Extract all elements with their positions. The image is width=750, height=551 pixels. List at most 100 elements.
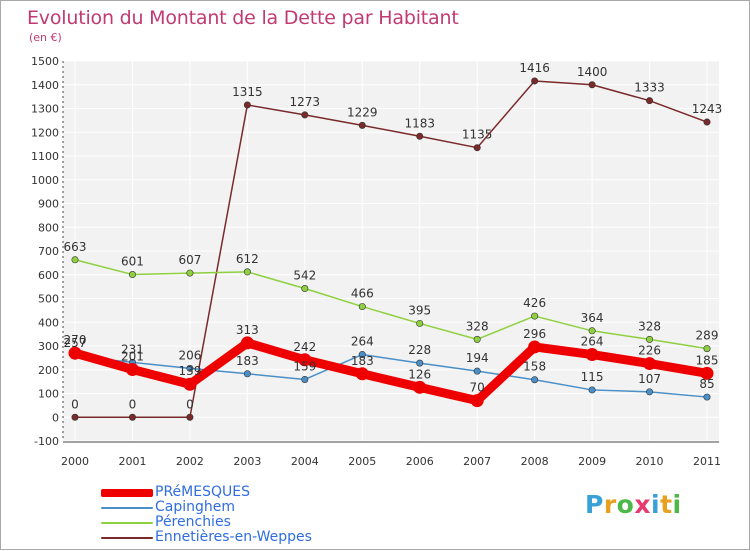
data-label: 206 [178, 348, 201, 362]
logo-letter: r [603, 490, 617, 519]
data-label: 601 [121, 255, 144, 269]
data-point [703, 345, 711, 353]
y-tick-label: 1300 [31, 103, 59, 116]
data-point [243, 370, 251, 378]
data-label: 1315 [232, 85, 263, 99]
y-tick-label: -100 [34, 435, 59, 448]
data-point [643, 357, 657, 371]
logo-letter: x [634, 490, 651, 519]
data-label: 607 [178, 253, 201, 267]
legend-label: PRéMESQUES [155, 484, 250, 500]
x-tick-label: 2005 [348, 455, 376, 468]
x-tick-label: 2004 [291, 455, 319, 468]
chart-subtitle: (en €) [29, 31, 62, 44]
data-label: 313 [236, 323, 259, 337]
data-label: 1243 [692, 102, 723, 116]
legend-label: Ennetières-en-Weppes [155, 529, 312, 545]
data-label: 183 [236, 354, 259, 368]
data-point [186, 413, 194, 421]
legend-item: PRéMESQUES [101, 485, 312, 500]
series-line-0 [70, 338, 712, 406]
data-label: 296 [523, 327, 546, 341]
data-label: 231 [121, 342, 144, 356]
y-tick-label: 1000 [31, 174, 59, 187]
data-label: 0 [71, 397, 79, 411]
legend-swatch [101, 521, 153, 524]
chart-legend: PRéMESQUES Capinghem Pérenchies Ennetières-… [101, 485, 312, 545]
data-label: 185 [696, 353, 719, 367]
data-label: 1273 [290, 95, 321, 109]
x-tick-label: 2000 [61, 455, 89, 468]
y-tick-label: 100 [38, 388, 59, 401]
data-point [240, 336, 254, 350]
data-point [358, 351, 366, 359]
data-label: 70 [470, 381, 485, 395]
data-point [186, 364, 194, 372]
data-label: 289 [696, 329, 719, 343]
y-tick-label: 700 [38, 245, 59, 258]
y-tick-label: 900 [38, 198, 59, 211]
data-label: 364 [581, 311, 604, 325]
data-label: 107 [638, 372, 661, 386]
data-point [646, 335, 654, 343]
data-label: 257 [64, 336, 87, 350]
data-point [588, 81, 596, 89]
data-point [298, 353, 312, 367]
x-tick-label: 2008 [521, 455, 549, 468]
legend-label: Capinghem [155, 499, 236, 515]
logo-letter: P [585, 490, 604, 519]
data-point [585, 348, 599, 362]
data-point [71, 413, 79, 421]
data-point [243, 268, 251, 276]
data-label: 85 [699, 377, 714, 391]
data-point [301, 111, 309, 119]
data-point [700, 366, 714, 380]
legend-item: Ennetières-en-Weppes [101, 530, 312, 545]
data-point [703, 118, 711, 126]
data-point [416, 132, 424, 140]
data-label: 264 [581, 335, 604, 349]
data-label: 264 [351, 335, 374, 349]
data-point [413, 380, 427, 394]
data-point [128, 413, 136, 421]
data-point [186, 269, 194, 277]
data-label: 1135 [462, 128, 493, 142]
x-tick-label: 2009 [578, 455, 606, 468]
data-point [355, 367, 369, 381]
data-point [531, 312, 539, 320]
data-label: 426 [523, 296, 546, 310]
data-label: 0 [186, 397, 194, 411]
data-point [301, 375, 309, 383]
legend-label: Pérenchies [155, 514, 231, 530]
data-point [416, 319, 424, 327]
data-label: 328 [638, 319, 661, 333]
data-label: 466 [351, 287, 374, 301]
legend-item: Capinghem [101, 500, 312, 515]
logo-letter: i [651, 490, 661, 519]
data-point [531, 376, 539, 384]
data-point [470, 394, 484, 408]
x-tick-label: 2003 [233, 455, 261, 468]
data-point [68, 346, 82, 360]
data-label: 183 [351, 354, 374, 368]
data-point [588, 327, 596, 335]
data-point [528, 340, 542, 354]
data-point [183, 377, 197, 391]
legend-swatch [101, 536, 153, 539]
y-tick-label: 300 [38, 340, 59, 353]
data-point [473, 144, 481, 152]
logo-letter: o [616, 490, 635, 519]
data-label: 115 [581, 370, 604, 384]
x-tick-label: 2010 [636, 455, 664, 468]
chart-title: Evolution du Montant de la Dette par Hab… [27, 7, 459, 29]
y-tick-label: 400 [38, 316, 59, 329]
data-label: 1416 [519, 61, 550, 75]
proxiti-logo: Proxiti [585, 490, 682, 519]
series-line-1 [74, 353, 708, 398]
series-line-3 [74, 80, 708, 418]
logo-letter: t [660, 490, 673, 519]
data-label: 0 [129, 397, 137, 411]
data-label: 328 [466, 319, 489, 333]
x-tick-label: 2007 [463, 455, 491, 468]
